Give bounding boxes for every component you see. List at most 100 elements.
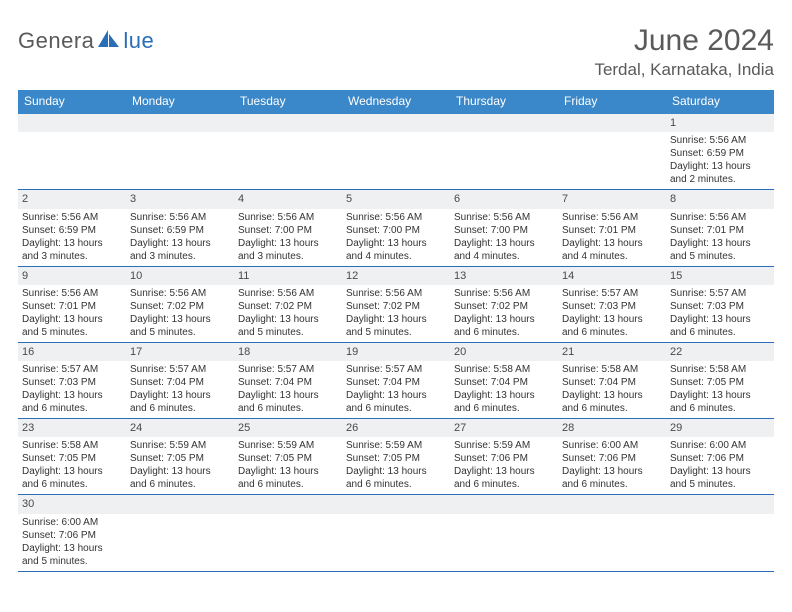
day-number: 11 <box>234 267 342 285</box>
day-number: 27 <box>450 419 558 437</box>
sunset-text: Sunset: 7:05 PM <box>346 452 446 465</box>
day-number <box>666 495 774 513</box>
sunrise-text: Sunrise: 5:56 AM <box>22 211 122 224</box>
daylight-text: and 6 minutes. <box>130 402 230 415</box>
sunset-text: Sunset: 7:04 PM <box>238 376 338 389</box>
day-cell: Sunrise: 5:56 AMSunset: 6:59 PMDaylight:… <box>126 209 234 266</box>
sunset-text: Sunset: 7:03 PM <box>562 300 662 313</box>
sunrise-text: Sunrise: 5:57 AM <box>130 363 230 376</box>
sunrise-text: Sunrise: 5:56 AM <box>670 134 770 147</box>
daylight-text: Daylight: 13 hours <box>22 389 122 402</box>
daylight-text: Daylight: 13 hours <box>562 313 662 326</box>
daylight-text: and 3 minutes. <box>22 250 122 263</box>
weekday-header: Friday <box>558 90 666 114</box>
day-number: 23 <box>18 419 126 437</box>
calendar-body: 1Sunrise: 5:56 AMSunset: 6:59 PMDaylight… <box>18 114 774 572</box>
weekday-header: Saturday <box>666 90 774 114</box>
daylight-text: and 6 minutes. <box>22 478 122 491</box>
calendar-daynum-row: 2345678 <box>18 190 774 208</box>
daylight-text: and 5 minutes. <box>22 555 122 568</box>
daylight-text: Daylight: 13 hours <box>130 237 230 250</box>
sunset-text: Sunset: 7:05 PM <box>238 452 338 465</box>
sunrise-text: Sunrise: 5:56 AM <box>454 211 554 224</box>
sunset-text: Sunset: 7:05 PM <box>130 452 230 465</box>
day-number: 2 <box>18 190 126 208</box>
day-cell: Sunrise: 5:58 AMSunset: 7:04 PMDaylight:… <box>558 361 666 418</box>
day-number: 17 <box>126 343 234 361</box>
daylight-text: Daylight: 13 hours <box>670 160 770 173</box>
daylight-text: Daylight: 13 hours <box>454 389 554 402</box>
day-cell: Sunrise: 5:59 AMSunset: 7:06 PMDaylight:… <box>450 437 558 494</box>
daylight-text: and 5 minutes. <box>670 478 770 491</box>
daylight-text: Daylight: 13 hours <box>562 389 662 402</box>
day-number <box>342 114 450 132</box>
sunrise-text: Sunrise: 5:59 AM <box>454 439 554 452</box>
day-number <box>450 114 558 132</box>
page-title: June 2024 <box>594 24 774 58</box>
sunset-text: Sunset: 7:03 PM <box>22 376 122 389</box>
day-cell <box>666 514 774 571</box>
daylight-text: and 6 minutes. <box>562 478 662 491</box>
weekday-header: Sunday <box>18 90 126 114</box>
daylight-text: Daylight: 13 hours <box>22 237 122 250</box>
day-number: 7 <box>558 190 666 208</box>
brand-logo: Genera lue <box>18 28 154 54</box>
sunset-text: Sunset: 7:00 PM <box>346 224 446 237</box>
daylight-text: and 6 minutes. <box>238 402 338 415</box>
day-cell: Sunrise: 6:00 AMSunset: 7:06 PMDaylight:… <box>18 514 126 571</box>
day-number: 19 <box>342 343 450 361</box>
daylight-text: and 6 minutes. <box>562 402 662 415</box>
sunset-text: Sunset: 7:02 PM <box>454 300 554 313</box>
daylight-text: and 5 minutes. <box>670 250 770 263</box>
sunset-text: Sunset: 7:06 PM <box>22 529 122 542</box>
daylight-text: and 6 minutes. <box>454 402 554 415</box>
sunset-text: Sunset: 7:05 PM <box>670 376 770 389</box>
sunrise-text: Sunrise: 5:56 AM <box>130 211 230 224</box>
day-number <box>18 114 126 132</box>
day-number: 12 <box>342 267 450 285</box>
daylight-text: Daylight: 13 hours <box>238 237 338 250</box>
day-cell: Sunrise: 5:59 AMSunset: 7:05 PMDaylight:… <box>234 437 342 494</box>
sunrise-text: Sunrise: 5:58 AM <box>562 363 662 376</box>
sunrise-text: Sunrise: 6:00 AM <box>562 439 662 452</box>
sunset-text: Sunset: 7:04 PM <box>346 376 446 389</box>
day-cell: Sunrise: 5:56 AMSunset: 6:59 PMDaylight:… <box>666 132 774 189</box>
day-number: 22 <box>666 343 774 361</box>
sunset-text: Sunset: 7:01 PM <box>670 224 770 237</box>
day-number: 3 <box>126 190 234 208</box>
sunset-text: Sunset: 7:04 PM <box>130 376 230 389</box>
day-number: 25 <box>234 419 342 437</box>
day-number: 6 <box>450 190 558 208</box>
day-number: 13 <box>450 267 558 285</box>
day-number <box>234 495 342 513</box>
sunrise-text: Sunrise: 5:57 AM <box>238 363 338 376</box>
day-cell <box>126 132 234 189</box>
sunrise-text: Sunrise: 5:58 AM <box>670 363 770 376</box>
sunset-text: Sunset: 7:04 PM <box>562 376 662 389</box>
calendar-daynum-row: 30 <box>18 495 774 513</box>
sunset-text: Sunset: 7:02 PM <box>130 300 230 313</box>
daylight-text: Daylight: 13 hours <box>454 237 554 250</box>
calendar-header-row: Sunday Monday Tuesday Wednesday Thursday… <box>18 90 774 114</box>
sunrise-text: Sunrise: 5:57 AM <box>670 287 770 300</box>
day-cell: Sunrise: 5:57 AMSunset: 7:04 PMDaylight:… <box>126 361 234 418</box>
day-cell: Sunrise: 5:57 AMSunset: 7:03 PMDaylight:… <box>558 285 666 342</box>
day-cell: Sunrise: 5:57 AMSunset: 7:04 PMDaylight:… <box>234 361 342 418</box>
daylight-text: and 5 minutes. <box>238 326 338 339</box>
sunset-text: Sunset: 7:04 PM <box>454 376 554 389</box>
day-cell: Sunrise: 6:00 AMSunset: 7:06 PMDaylight:… <box>558 437 666 494</box>
daylight-text: and 5 minutes. <box>346 326 446 339</box>
daylight-text: and 6 minutes. <box>670 326 770 339</box>
day-cell: Sunrise: 5:56 AMSunset: 7:00 PMDaylight:… <box>234 209 342 266</box>
daylight-text: Daylight: 13 hours <box>562 237 662 250</box>
sunrise-text: Sunrise: 5:58 AM <box>454 363 554 376</box>
calendar: Sunday Monday Tuesday Wednesday Thursday… <box>18 90 774 572</box>
sunset-text: Sunset: 6:59 PM <box>670 147 770 160</box>
day-cell <box>234 132 342 189</box>
sunset-text: Sunset: 7:00 PM <box>238 224 338 237</box>
daylight-text: and 2 minutes. <box>670 173 770 186</box>
sunrise-text: Sunrise: 5:59 AM <box>130 439 230 452</box>
calendar-info-row: Sunrise: 6:00 AMSunset: 7:06 PMDaylight:… <box>18 514 774 572</box>
day-number: 29 <box>666 419 774 437</box>
sunset-text: Sunset: 7:00 PM <box>454 224 554 237</box>
